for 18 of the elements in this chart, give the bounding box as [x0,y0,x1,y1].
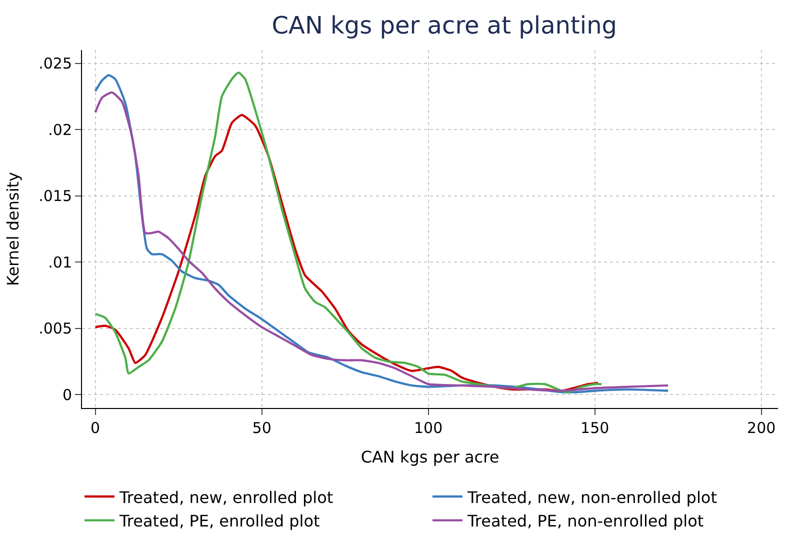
x-tick-label: 150 [580,419,610,437]
legend-label: Treated, PE, enrolled plot [118,512,320,531]
legend-label: Treated, PE, non-enrolled plot [466,512,704,531]
y-tick-label: .015 [38,187,72,206]
y-tick-label: .025 [38,54,72,73]
legend-label: Treated, new, non-enrolled plot [466,488,717,507]
x-axis-title: CAN kgs per acre [360,448,500,467]
y-tick-label: .02 [48,120,72,139]
x-tick-label: 0 [90,419,100,437]
y-tick-label: 0 [62,386,72,404]
y-axis-title: Kernel density [3,172,22,286]
x-tick-label: 50 [252,419,272,437]
y-tick-label: .005 [38,320,72,338]
x-tick-label: 200 [747,419,776,437]
x-tick-label: 100 [414,419,443,437]
y-tick-label: .01 [48,253,72,272]
legend-label: Treated, new, enrolled plot [118,488,334,507]
chart-title: CAN kgs per acre at planting [272,11,618,40]
